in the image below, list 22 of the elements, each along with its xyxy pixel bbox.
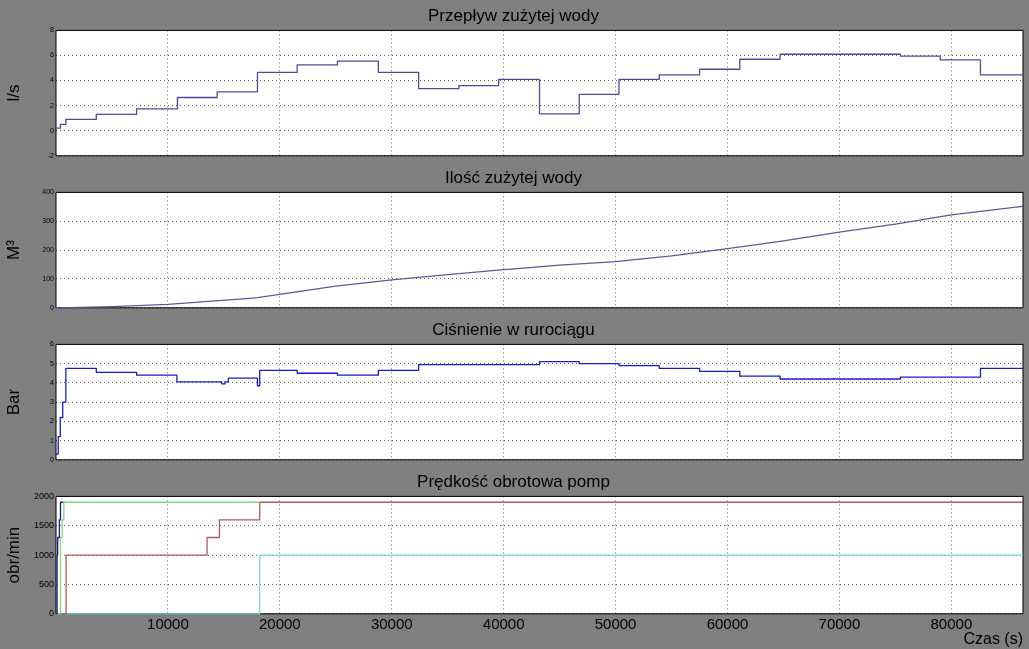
y-tick-label: 2000: [33, 490, 54, 501]
y-tick-label: 1500: [33, 520, 54, 531]
y-tick-label: 0: [48, 608, 54, 619]
x-tick-label: 60000: [706, 614, 749, 632]
chart-title: Przepływ zużytej wody: [427, 5, 600, 25]
y-tick-label: 500: [38, 578, 54, 589]
x-tick-label: 80000: [930, 614, 973, 632]
x-tick-label: 40000: [482, 614, 525, 632]
x-axis-title: Czas (s): [963, 629, 1023, 647]
x-tick-label: 20000: [258, 614, 301, 632]
chart-title: Ilość zużytej wody: [445, 167, 583, 187]
y-axis-title: l/s: [3, 84, 23, 102]
x-tick-label: 30000: [370, 614, 413, 632]
y-axis-title: M³: [3, 239, 23, 261]
x-tick-label: 10000: [147, 614, 189, 632]
y-tick-label: 1000: [33, 549, 54, 560]
chart-title: Prędkość obrotowa pomp: [417, 471, 610, 491]
y-axis-title: Bar: [3, 388, 23, 416]
y-axis-title: obr/min: [3, 526, 23, 584]
x-tick-label: 50000: [594, 614, 637, 632]
chart-title: Ciśnienie w rurociągu: [432, 319, 595, 339]
x-tick-label: 70000: [818, 614, 861, 632]
